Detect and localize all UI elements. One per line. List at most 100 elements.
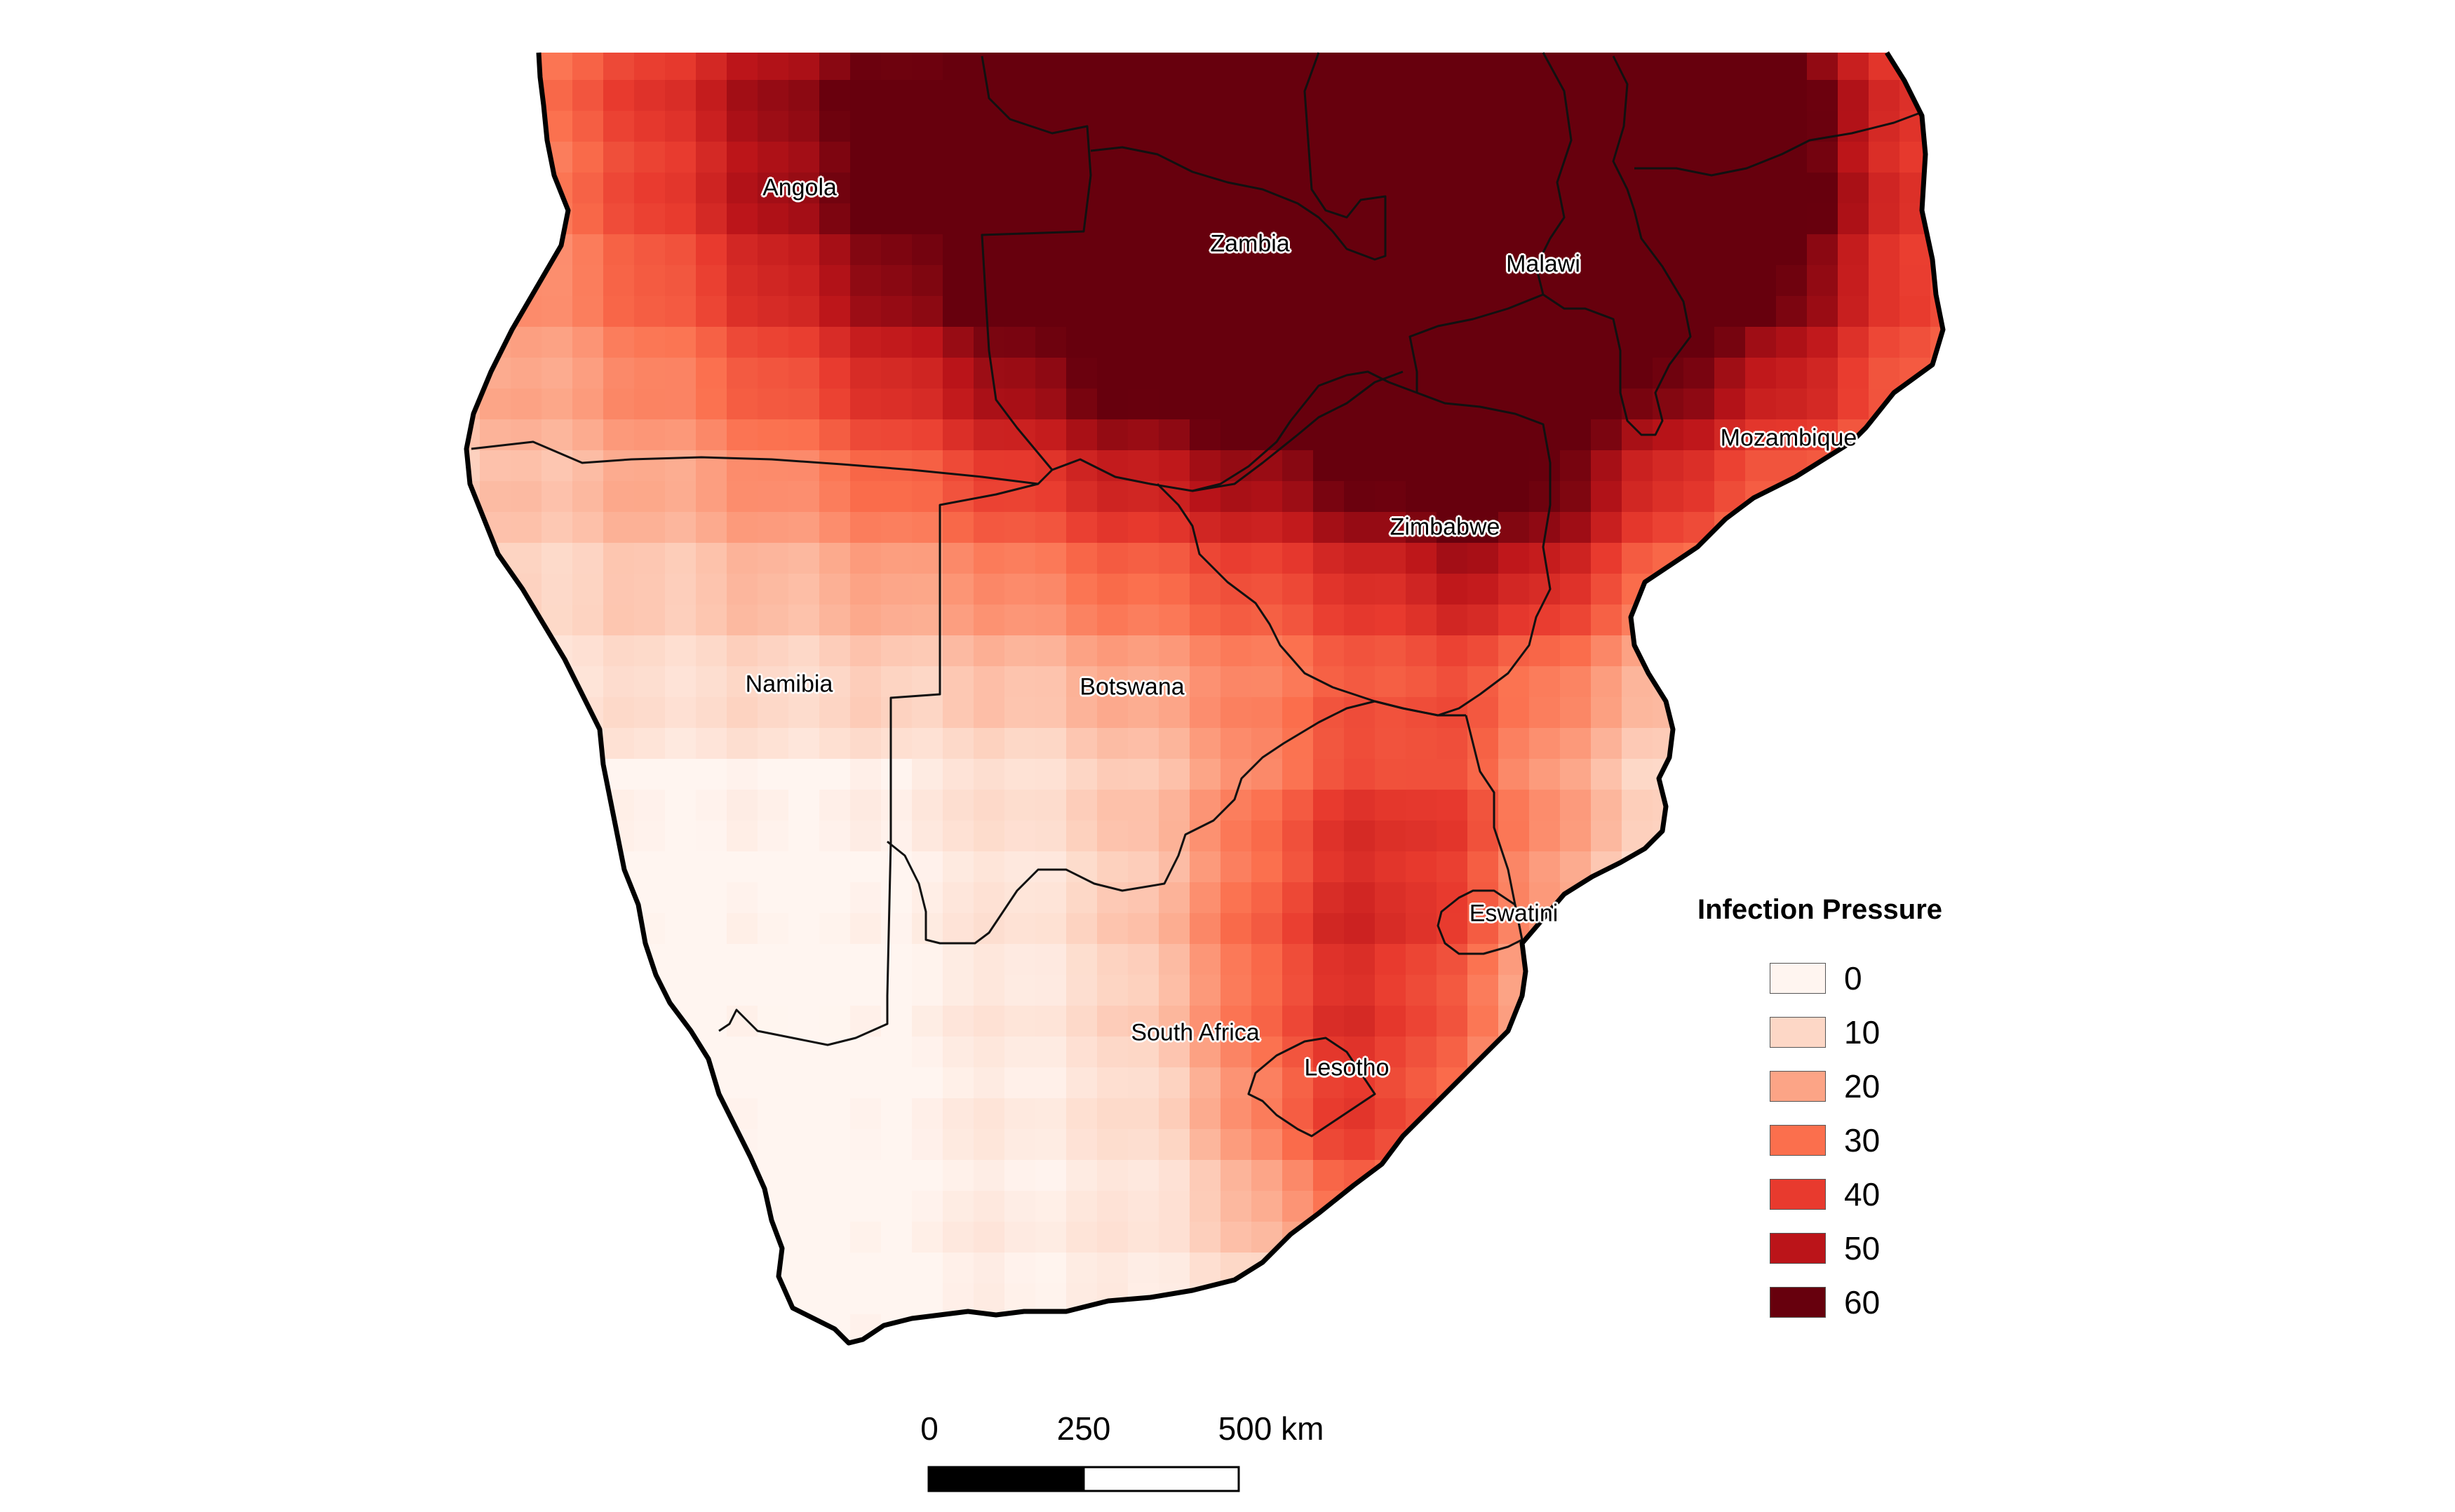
raster-cell <box>511 851 542 883</box>
raster-cell <box>1159 605 1190 636</box>
raster-cell <box>1930 1345 1962 1377</box>
raster-cell <box>912 1067 943 1099</box>
raster-cell <box>1251 913 1283 945</box>
raster-cell <box>572 821 604 852</box>
raster-cell <box>1128 450 1159 482</box>
raster-cell <box>758 944 789 976</box>
raster-cell <box>1375 327 1406 358</box>
raster-cell <box>881 543 913 574</box>
raster-cell <box>1653 1160 1684 1192</box>
raster-cell <box>466 728 480 760</box>
raster-cell <box>1035 296 1067 328</box>
raster-cell <box>788 728 820 760</box>
raster-cell <box>1282 666 1314 698</box>
raster-cell <box>1097 543 1129 574</box>
raster-cell <box>1437 1314 1468 1343</box>
raster-cell <box>1683 759 1715 790</box>
legend-item: 10 <box>1697 1005 1942 1059</box>
raster-cell <box>542 1160 573 1192</box>
raster-cell <box>1467 1314 1499 1343</box>
raster-cell <box>665 296 697 328</box>
raster-cell <box>1097 1222 1129 1253</box>
raster-cell <box>1591 728 1622 760</box>
raster-cell <box>1282 944 1314 976</box>
raster-cell <box>511 265 542 297</box>
raster-cell <box>1869 203 1900 235</box>
raster-cell <box>1035 1160 1067 1192</box>
raster-cell <box>1930 759 1943 790</box>
raster-cell <box>665 512 697 544</box>
raster-cell <box>819 512 851 544</box>
raster-cell <box>974 358 1005 389</box>
raster-cell <box>1560 543 1592 574</box>
raster-cell <box>1529 111 1561 142</box>
raster-cell <box>1437 203 1468 235</box>
raster-cell <box>572 53 604 81</box>
raster-cell <box>1313 1037 1345 1068</box>
raster-cell <box>1375 543 1406 574</box>
raster-cell <box>758 913 789 945</box>
raster-cell <box>1066 1191 1098 1222</box>
raster-cell <box>819 1160 851 1192</box>
raster-cell <box>1375 203 1406 235</box>
raster-cell <box>1190 666 1221 698</box>
raster-cell <box>1529 296 1561 328</box>
raster-cell <box>1529 944 1561 976</box>
raster-cell <box>1190 790 1221 821</box>
raster-cell <box>1560 975 1592 1006</box>
raster-cell <box>850 512 882 544</box>
raster-cell <box>1622 389 1653 420</box>
raster-cell <box>727 1314 758 1343</box>
raster-cell <box>881 53 913 81</box>
raster-cell <box>603 327 635 358</box>
raster-cell <box>1220 327 1252 358</box>
raster-cell <box>974 574 1005 605</box>
raster-cell <box>1313 203 1345 235</box>
raster-cell <box>1437 666 1468 698</box>
raster-cell <box>466 327 480 358</box>
raster-cell <box>1004 53 1036 81</box>
raster-cell <box>1282 80 1314 112</box>
raster-cell <box>542 512 573 544</box>
raster-cell <box>1344 1129 1376 1161</box>
raster-cell <box>572 1314 604 1343</box>
raster-cell <box>1159 975 1190 1006</box>
raster-cell <box>1838 821 1869 852</box>
raster-cell <box>1591 790 1622 821</box>
raster-cell <box>1961 635 1993 667</box>
raster-cell <box>1560 574 1592 605</box>
raster-cell <box>1591 605 1622 636</box>
raster-cell <box>1251 790 1283 821</box>
raster-cell <box>1097 265 1129 297</box>
raster-cell <box>511 1283 542 1315</box>
raster-cell <box>1869 419 1900 451</box>
raster-cell <box>1004 234 1036 266</box>
raster-cell <box>881 296 913 328</box>
raster-cell <box>1406 944 1437 976</box>
raster-cell <box>1066 574 1098 605</box>
raster-cell <box>1220 53 1252 81</box>
raster-cell <box>634 1314 666 1343</box>
raster-cell <box>758 327 789 358</box>
raster-cell <box>1097 53 1129 81</box>
raster-cell <box>1961 389 1993 420</box>
raster-cell <box>1159 1129 1190 1161</box>
legend-swatch <box>1770 1124 1826 1156</box>
raster-cell <box>1591 1006 1622 1037</box>
raster-cell <box>1313 1006 1345 1037</box>
raster-cell <box>1930 111 1943 142</box>
raster-cell <box>603 574 635 605</box>
raster-cell <box>1560 697 1592 729</box>
legend-item: 50 <box>1697 1221 1942 1275</box>
raster-cell <box>466 975 480 1006</box>
raster-cell <box>1930 419 1943 451</box>
raster-cell <box>881 635 913 667</box>
raster-cell <box>727 666 758 698</box>
raster-cell <box>1498 697 1530 729</box>
raster-cell <box>727 142 758 173</box>
raster-cell <box>1190 821 1221 852</box>
raster-cell <box>758 389 789 420</box>
raster-cell <box>1683 605 1715 636</box>
raster-cell <box>788 1253 820 1284</box>
